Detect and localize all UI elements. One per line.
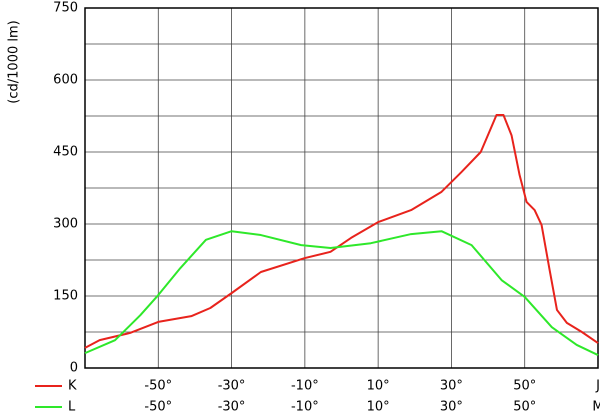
x-tick-label: -10° (291, 379, 319, 394)
legend-label: K (68, 379, 77, 394)
y-tick-label: 0 (70, 361, 78, 376)
x-tick-label: 10° (367, 400, 390, 415)
x-tick-label: 30° (440, 379, 463, 394)
series-line (84, 114, 599, 349)
y-tick-label: 300 (53, 217, 78, 232)
x-tick-label: 50° (513, 379, 536, 394)
x-tick-label: 10° (367, 379, 390, 394)
y-axis-label: (cd/1000 lm) (7, 20, 22, 103)
y-tick-label: 450 (53, 145, 78, 160)
x-tick-label: 30° (440, 400, 463, 415)
plot-frame (84, 7, 599, 369)
series-line (84, 230, 599, 356)
y-tick-label: 150 (53, 289, 78, 304)
x-tick-label: -30° (218, 400, 246, 415)
legend-label: L (68, 400, 76, 415)
x-tick-label: -50° (144, 400, 172, 415)
x-tick-label: -30° (218, 379, 246, 394)
x-tick-label: 50° (513, 400, 536, 415)
x-tick-label: M (592, 400, 600, 415)
y-tick-label: 600 (53, 73, 78, 88)
x-tick-label: -50° (144, 379, 172, 394)
x-tick-label: -10° (291, 400, 319, 415)
y-tick-label: 750 (53, 1, 78, 16)
x-tick-label: J (595, 379, 600, 394)
